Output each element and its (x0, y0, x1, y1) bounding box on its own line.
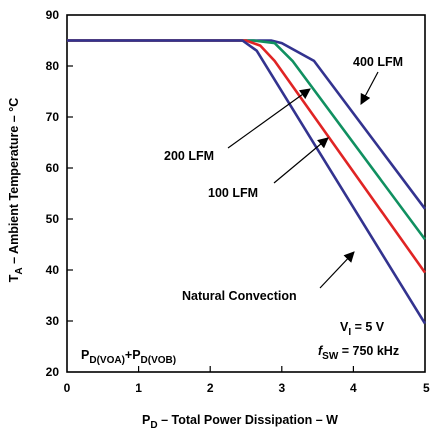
vi-sub: I (348, 327, 351, 338)
x-tick-label: 3 (278, 381, 285, 395)
y-tick-label: 40 (46, 263, 60, 277)
y-axis-title-main: T (7, 274, 21, 282)
label-natural-convection: Natural Convection (182, 289, 297, 303)
y-axis-title: TA – Ambient Temperature – °C (7, 98, 25, 283)
pd-plus: +P (125, 348, 141, 362)
arrow-200-lfm (227, 88, 311, 149)
fsw-rest: = 750 kHz (338, 344, 399, 358)
x-axis-title: PD – Total Power Dissipation – W (142, 413, 338, 431)
x-tick-label: 1 (135, 381, 142, 395)
plot-frame (66, 14, 426, 373)
y-axis-ticks: 20 30 40 50 60 70 80 90 (46, 8, 73, 379)
y-tick-label: 20 (46, 365, 60, 379)
pd-s2: D(VOB) (141, 355, 177, 366)
y-tick-label: 70 (46, 110, 60, 124)
x-tick-label: 4 (350, 381, 357, 395)
fsw-annotation: fSW = 750 kHz (318, 344, 399, 362)
label-400-background (350, 52, 416, 70)
y-tick-label: 60 (46, 161, 60, 175)
vi-rest: = 5 V (351, 320, 385, 334)
pd-s1: D(VOA) (89, 355, 125, 366)
vi-main: V (340, 320, 349, 334)
arrow-natural-convection (319, 251, 355, 289)
x-axis-ticks: 0 1 2 3 4 5 (64, 366, 430, 395)
x-tick-label: 0 (64, 381, 71, 395)
series-line-natural-convection (67, 39, 427, 325)
arrow-400-lfm (360, 71, 379, 105)
fsw-main: f (318, 344, 324, 358)
y-axis-title-sub: A (14, 267, 25, 274)
y-axis-title-rest: – Ambient Temperature – °C (7, 98, 21, 268)
pd-sum-annotation: PD(VOA)+PD(VOB) (81, 348, 176, 366)
label-100-lfm: 100 LFM (208, 186, 258, 200)
x-axis-title-rest: – Total Power Dissipation – W (158, 413, 339, 427)
pd-p1: P (81, 348, 89, 362)
y-tick-label: 80 (46, 59, 60, 73)
y-tick-label: 50 (46, 212, 60, 226)
series-layer (67, 39, 427, 325)
series-line-200-lfm (67, 39, 427, 241)
arrow-100-lfm (273, 137, 329, 184)
fsw-sub: SW (322, 351, 339, 362)
label-200-lfm: 200 LFM (164, 149, 214, 163)
x-axis-title-main: P (142, 413, 150, 427)
y-tick-label: 30 (46, 314, 60, 328)
x-axis-title-sub: D (150, 420, 157, 431)
vi-annotation: VI = 5 V (340, 320, 385, 338)
label-400-lfm: 400 LFM (353, 55, 403, 69)
y-tick-label: 90 (46, 8, 60, 22)
x-tick-label: 5 (423, 381, 430, 395)
x-tick-label: 2 (207, 381, 214, 395)
